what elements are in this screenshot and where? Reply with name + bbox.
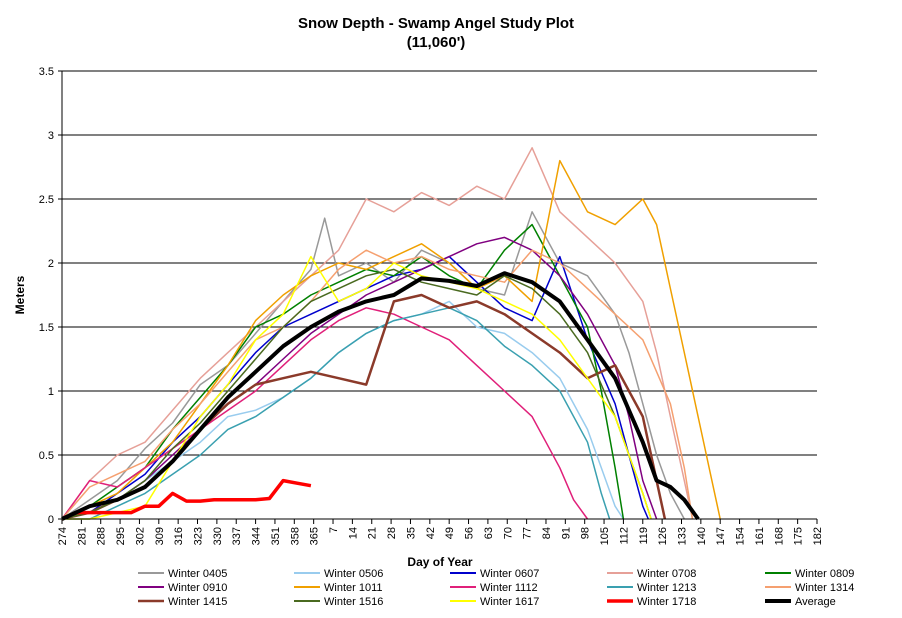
series-line xyxy=(61,147,694,520)
x-tick-label: 295 xyxy=(115,527,127,545)
legend-label: Winter 1718 xyxy=(637,596,696,608)
x-tick-label: 119 xyxy=(638,527,650,545)
x-tick-label: 28 xyxy=(386,527,398,539)
x-tick-label: 140 xyxy=(696,527,708,545)
series-line xyxy=(61,255,649,520)
y-axis-label: Meters xyxy=(13,275,27,314)
x-tick-label: 49 xyxy=(444,527,456,539)
x-tick-label: 56 xyxy=(464,527,476,539)
x-tick-label: 182 xyxy=(812,527,824,545)
legend: Winter 0405 Winter 0506 Winter 0607 Winter … xyxy=(138,568,854,608)
x-tick-label: 35 xyxy=(405,527,417,539)
legend-label: Winter 0708 xyxy=(637,568,696,580)
legend-label: Winter 0506 xyxy=(324,568,383,580)
series-line xyxy=(61,293,667,521)
x-tick-label: 112 xyxy=(618,527,630,545)
x-tick-label: 161 xyxy=(754,527,766,545)
x-tick-label: 316 xyxy=(173,527,185,545)
y-ticks: 0 0.5 1 1.5 2 2.5 3 3.5 xyxy=(39,66,62,526)
x-tick-label: 7 xyxy=(328,527,340,533)
legend-label: Winter 0809 xyxy=(795,568,854,580)
x-tick-label: 70 xyxy=(502,527,514,539)
series-line xyxy=(61,478,312,521)
legend-label: Winter 0607 xyxy=(480,568,539,580)
x-tick-label: 77 xyxy=(522,527,534,539)
series-line xyxy=(61,236,658,520)
series-line xyxy=(61,307,589,520)
legend-label: Winter 1617 xyxy=(480,596,539,608)
x-tick-label: 154 xyxy=(735,527,747,545)
series-line xyxy=(61,271,700,521)
y-tick-label: 1.5 xyxy=(39,322,54,334)
legend-label: Winter 1415 xyxy=(168,596,227,608)
legend-label: Winter 1011 xyxy=(324,582,383,594)
y-tick-label: 0.5 xyxy=(39,450,54,462)
y-tick-label: 0 xyxy=(48,514,54,526)
x-tick-label: 175 xyxy=(793,527,805,545)
legend-label: Average xyxy=(795,596,836,608)
chart-title: Snow Depth - Swamp Angel Study Plot xyxy=(298,15,574,32)
x-tick-label: 168 xyxy=(773,527,785,545)
x-tick-label: 126 xyxy=(657,527,669,545)
x-tick-label: 84 xyxy=(541,527,553,539)
x-tick-label: 358 xyxy=(289,527,301,545)
x-tick-label: 330 xyxy=(212,527,224,545)
x-ticks: 274 281 288 295 302 309 316 323 330 337 344 351 358 3… xyxy=(57,519,824,545)
y-tick-label: 2 xyxy=(48,258,54,270)
x-tick-label: 105 xyxy=(599,527,611,545)
legend-label: Winter 1516 xyxy=(324,596,383,608)
gridlines xyxy=(62,70,817,456)
x-tick-label: 288 xyxy=(96,527,108,545)
legend-label: Winter 1314 xyxy=(795,582,854,594)
x-tick-label: 302 xyxy=(134,527,146,545)
x-tick-label: 14 xyxy=(347,527,359,539)
y-tick-label: 1 xyxy=(48,386,54,398)
x-tick-label: 42 xyxy=(425,527,437,539)
x-tick-label: 351 xyxy=(270,527,282,545)
x-tick-label: 337 xyxy=(231,527,243,545)
x-tick-label: 365 xyxy=(309,527,321,545)
x-tick-label: 133 xyxy=(676,527,688,545)
legend-label: Winter 1213 xyxy=(637,582,696,594)
y-tick-label: 3 xyxy=(48,130,54,142)
x-tick-label: 323 xyxy=(193,527,205,545)
legend-label: Winter 0910 xyxy=(168,582,227,594)
x-tick-label: 21 xyxy=(367,527,379,539)
y-tick-label: 3.5 xyxy=(39,66,54,78)
x-tick-label: 274 xyxy=(57,527,69,545)
x-tick-label: 281 xyxy=(76,527,88,545)
legend-label: Winter 1112 xyxy=(480,582,538,594)
series-line xyxy=(62,255,652,520)
legend-label: Winter 0405 xyxy=(168,568,227,580)
x-tick-label: 63 xyxy=(483,527,495,539)
chart-subtitle: (11,060') xyxy=(407,34,466,51)
series-line xyxy=(61,268,652,520)
y-tick-label: 2.5 xyxy=(39,194,54,206)
x-tick-label: 91 xyxy=(560,527,572,539)
x-tick-label: 344 xyxy=(251,527,263,545)
x-axis-label: Day of Year xyxy=(407,555,472,569)
x-tick-label: 309 xyxy=(154,527,166,545)
series-line xyxy=(61,159,721,520)
x-tick-label: 98 xyxy=(580,527,592,539)
series-lines xyxy=(61,147,721,521)
x-tick-label: 147 xyxy=(715,527,727,545)
axes xyxy=(61,71,817,520)
